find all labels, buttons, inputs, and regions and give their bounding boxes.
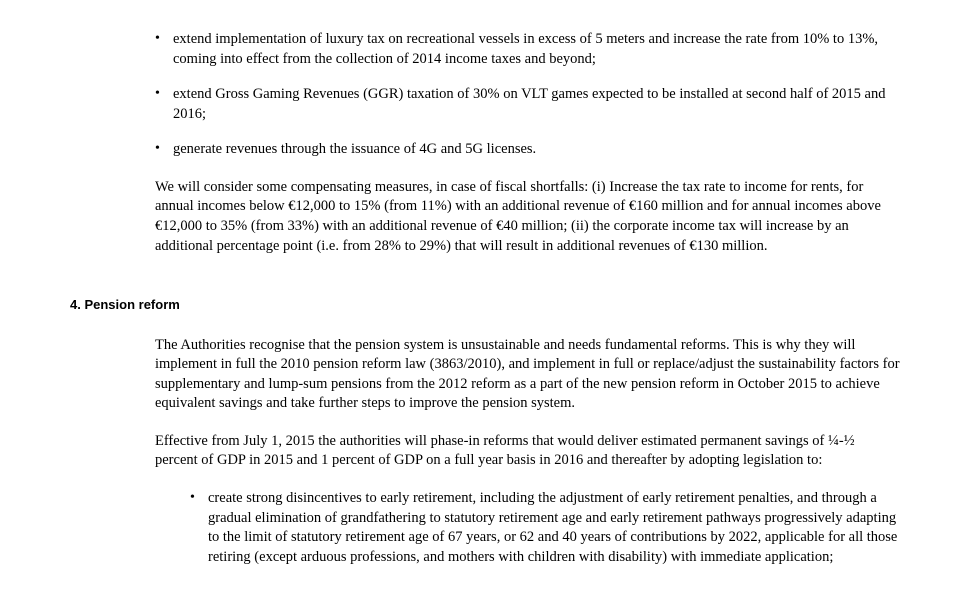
pension-effective-paragraph: Effective from July 1, 2015 the authorit… — [155, 432, 900, 471]
list-item: extend Gross Gaming Revenues (GGR) taxat… — [155, 85, 900, 124]
pension-measures-list: create strong disincentives to early ret… — [70, 489, 900, 567]
tax-measures-list: extend implementation of luxury tax on r… — [70, 30, 900, 160]
pension-intro-paragraph: The Authorities recognise that the pensi… — [155, 336, 900, 414]
compensating-measures-paragraph: We will consider some compensating measu… — [155, 178, 900, 256]
list-item: generate revenues through the issuance o… — [155, 140, 900, 160]
list-item: create strong disincentives to early ret… — [190, 489, 900, 567]
list-item: extend implementation of luxury tax on r… — [155, 30, 900, 69]
section-4-heading: 4. Pension reform — [70, 296, 900, 314]
